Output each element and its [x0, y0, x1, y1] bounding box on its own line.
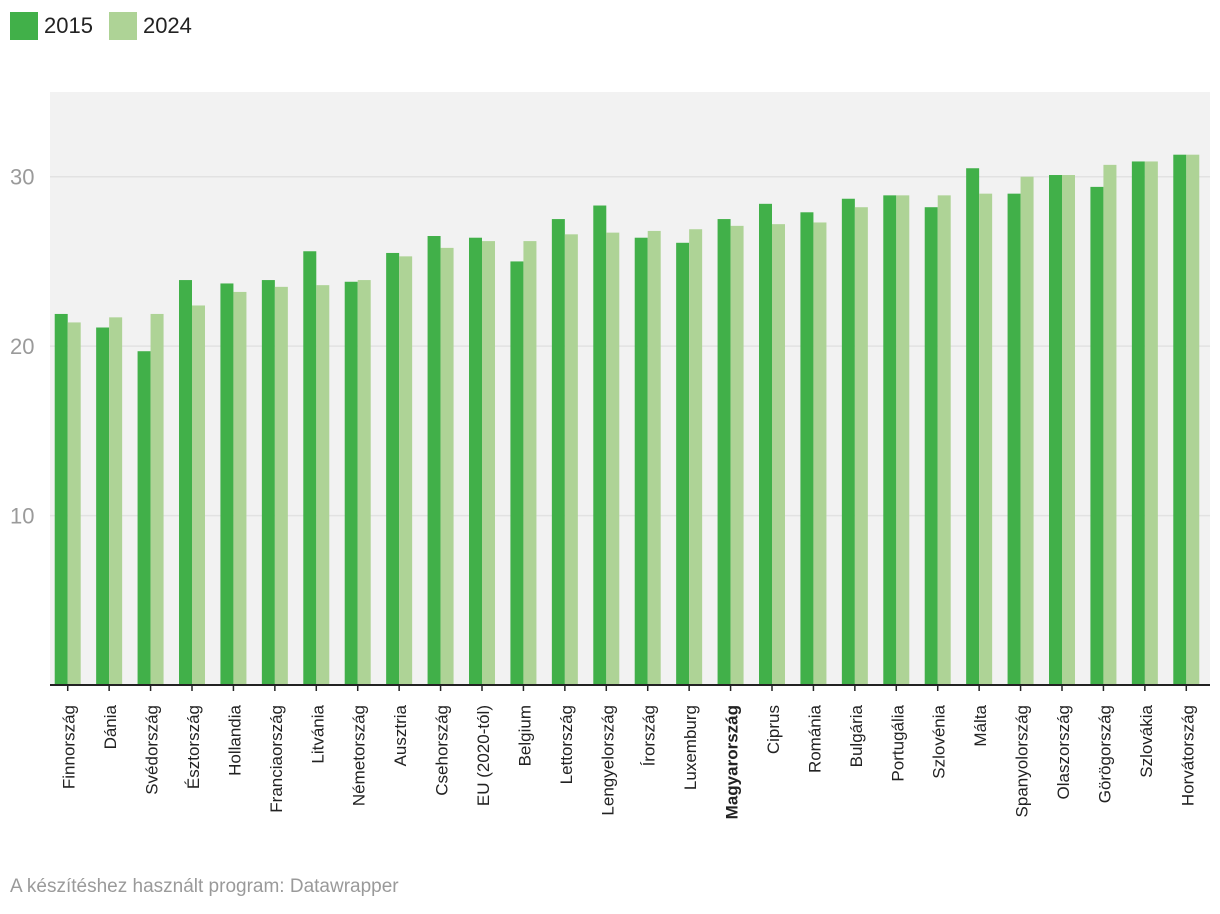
bar-2024-27	[1186, 154, 1200, 685]
bar-2015-13	[593, 205, 607, 685]
bar-2024-23	[1020, 176, 1034, 685]
bar-2015-2	[137, 351, 151, 685]
x-tick-label-12: Lettország	[557, 705, 576, 784]
bar-2024-11	[523, 241, 537, 685]
bar-2024-26	[1144, 161, 1158, 686]
bar-2015-22	[966, 168, 980, 685]
x-tick-label-19: Bulgária	[847, 704, 866, 767]
x-tick-label-22: Málta	[971, 704, 990, 746]
x-tick-label-3: Észtország	[184, 705, 203, 789]
x-tick-label-4: Hollandia	[225, 704, 244, 775]
bar-2024-10	[482, 241, 495, 685]
bar-2015-3	[179, 280, 192, 685]
x-tick-label-21: Szlovénia	[930, 704, 949, 778]
x-tick-label-16: Magyarország	[723, 705, 742, 819]
legend-item-2024[interactable]: 2024	[108, 12, 192, 40]
bar-2024-7	[357, 280, 371, 685]
legend: 2015 2024	[10, 12, 208, 40]
bar-2015-15	[676, 242, 690, 685]
bar-2015-10	[469, 237, 482, 686]
bar-2015-6	[303, 251, 317, 685]
bar-2024-21	[937, 195, 951, 685]
bar-2024-6	[316, 285, 330, 685]
x-tick-label-1: Dánia	[101, 704, 120, 749]
footer-credit[interactable]: A készítéshez használt program: Datawrap…	[10, 876, 399, 897]
bar-2015-7	[344, 281, 358, 685]
x-tick-label-18: Románia	[805, 704, 824, 773]
bar-2024-12	[564, 234, 578, 685]
legend-swatch-2024	[108, 12, 137, 40]
x-tick-label-20: Portugália	[888, 704, 907, 781]
x-tick-label-10: EU (2020-tól)	[474, 705, 493, 806]
x-tick-label-27: Horvátország	[1178, 705, 1197, 806]
bar-2024-18	[813, 222, 827, 685]
bar-2015-1	[96, 327, 110, 685]
x-tick-label-17: Ciprus	[764, 705, 783, 754]
bar-2024-13	[606, 232, 620, 685]
x-tick-label-5: Franciaország	[267, 705, 286, 813]
bar-2024-3	[192, 305, 205, 685]
legend-label-2015: 2015	[44, 13, 93, 38]
bar-2024-5	[274, 286, 288, 685]
x-tick-label-23: Spanyolország	[1013, 705, 1032, 817]
bar-2024-8	[399, 256, 413, 685]
bar-2024-17	[772, 224, 785, 685]
x-tick-label-9: Csehország	[433, 705, 452, 796]
bar-2024-16	[730, 225, 744, 685]
x-tick-label-13: Lengyelország	[598, 705, 617, 816]
bar-2015-9	[427, 236, 441, 685]
bar-2015-17	[759, 203, 772, 685]
x-tick-label-25: Görögország	[1095, 705, 1114, 803]
y-tick-label-10: 10	[10, 504, 34, 529]
bar-2024-19	[854, 207, 868, 685]
bar-2015-5	[261, 280, 275, 685]
bar-2015-20	[883, 195, 897, 685]
x-tick-label-24: Olaszország	[1054, 705, 1073, 799]
y-tick-label-30: 30	[10, 165, 34, 190]
bar-2024-2	[150, 313, 164, 685]
bar-2024-1	[109, 317, 123, 685]
bar-2015-27	[1173, 154, 1187, 685]
bar-2024-25	[1103, 164, 1117, 686]
bar-2015-12	[551, 219, 565, 686]
bar-2015-8	[386, 252, 400, 685]
x-tick-label-26: Szlovákia	[1137, 704, 1156, 777]
x-tick-label-11: Belgium	[515, 705, 534, 766]
x-tick-label-0: Finnország	[60, 705, 79, 789]
legend-item-2015[interactable]: 2015	[10, 12, 93, 40]
bar-2024-4	[233, 291, 247, 685]
x-tick-label-7: Németország	[350, 705, 369, 806]
legend-label-2024: 2024	[142, 13, 192, 38]
bar-2015-24	[1049, 175, 1062, 685]
y-tick-label-20: 20	[10, 334, 34, 359]
x-tick-label-15: Luxemburg	[681, 705, 700, 790]
bar-2015-16	[717, 219, 731, 686]
legend-swatch-2015	[10, 12, 38, 40]
x-tick-label-8: Ausztria	[391, 704, 410, 766]
bar-2024-14	[647, 230, 661, 685]
bar-2015-11	[510, 261, 524, 685]
bar-2015-21	[924, 207, 938, 685]
bar-2024-15	[689, 229, 703, 686]
bar-2015-0	[54, 313, 68, 685]
bar-2015-25	[1090, 186, 1104, 685]
bar-2015-18	[800, 212, 814, 685]
bar-2015-4	[220, 283, 234, 685]
bar-2015-19	[841, 198, 855, 686]
bar-2015-26	[1131, 161, 1145, 686]
bar-2024-20	[896, 195, 910, 685]
bar-2024-22	[979, 193, 993, 685]
bar-2024-24	[1062, 175, 1075, 685]
bar-2015-23	[1007, 193, 1021, 685]
bar-2024-0	[67, 322, 81, 685]
bar-2015-14	[634, 237, 648, 686]
x-tick-label-14: Írország	[640, 705, 659, 766]
x-tick-label-2: Svédország	[143, 705, 162, 795]
bar-2024-9	[440, 247, 454, 686]
x-tick-label-6: Litvánia	[308, 704, 327, 763]
